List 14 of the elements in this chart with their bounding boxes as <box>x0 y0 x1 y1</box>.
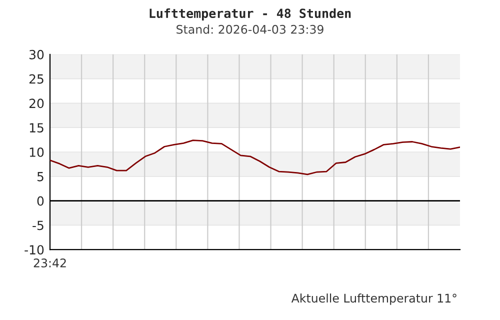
y-tick-label: 5 <box>37 172 44 182</box>
y-tick-label: 25 <box>29 74 44 84</box>
y-tick-label: -5 <box>32 220 44 230</box>
text: Aktuelle Lufttemperatur 11° <box>291 293 456 305</box>
y-tick-label: -10 <box>24 245 44 255</box>
chart-subtitle: Stand: 2026-04-03 23:39 <box>176 24 324 34</box>
line-series <box>50 140 460 176</box>
y-tick-label: 20 <box>29 98 44 108</box>
chart-title: Lufttemperatur - 48 Stunden <box>150 8 351 20</box>
y-tick-label: 0 <box>37 196 44 206</box>
text: 23:42 <box>34 258 66 268</box>
y-tick-label: 10 <box>30 147 44 157</box>
y-tick-label: 15 <box>30 123 44 133</box>
y-tick-label: 30 <box>29 50 44 60</box>
